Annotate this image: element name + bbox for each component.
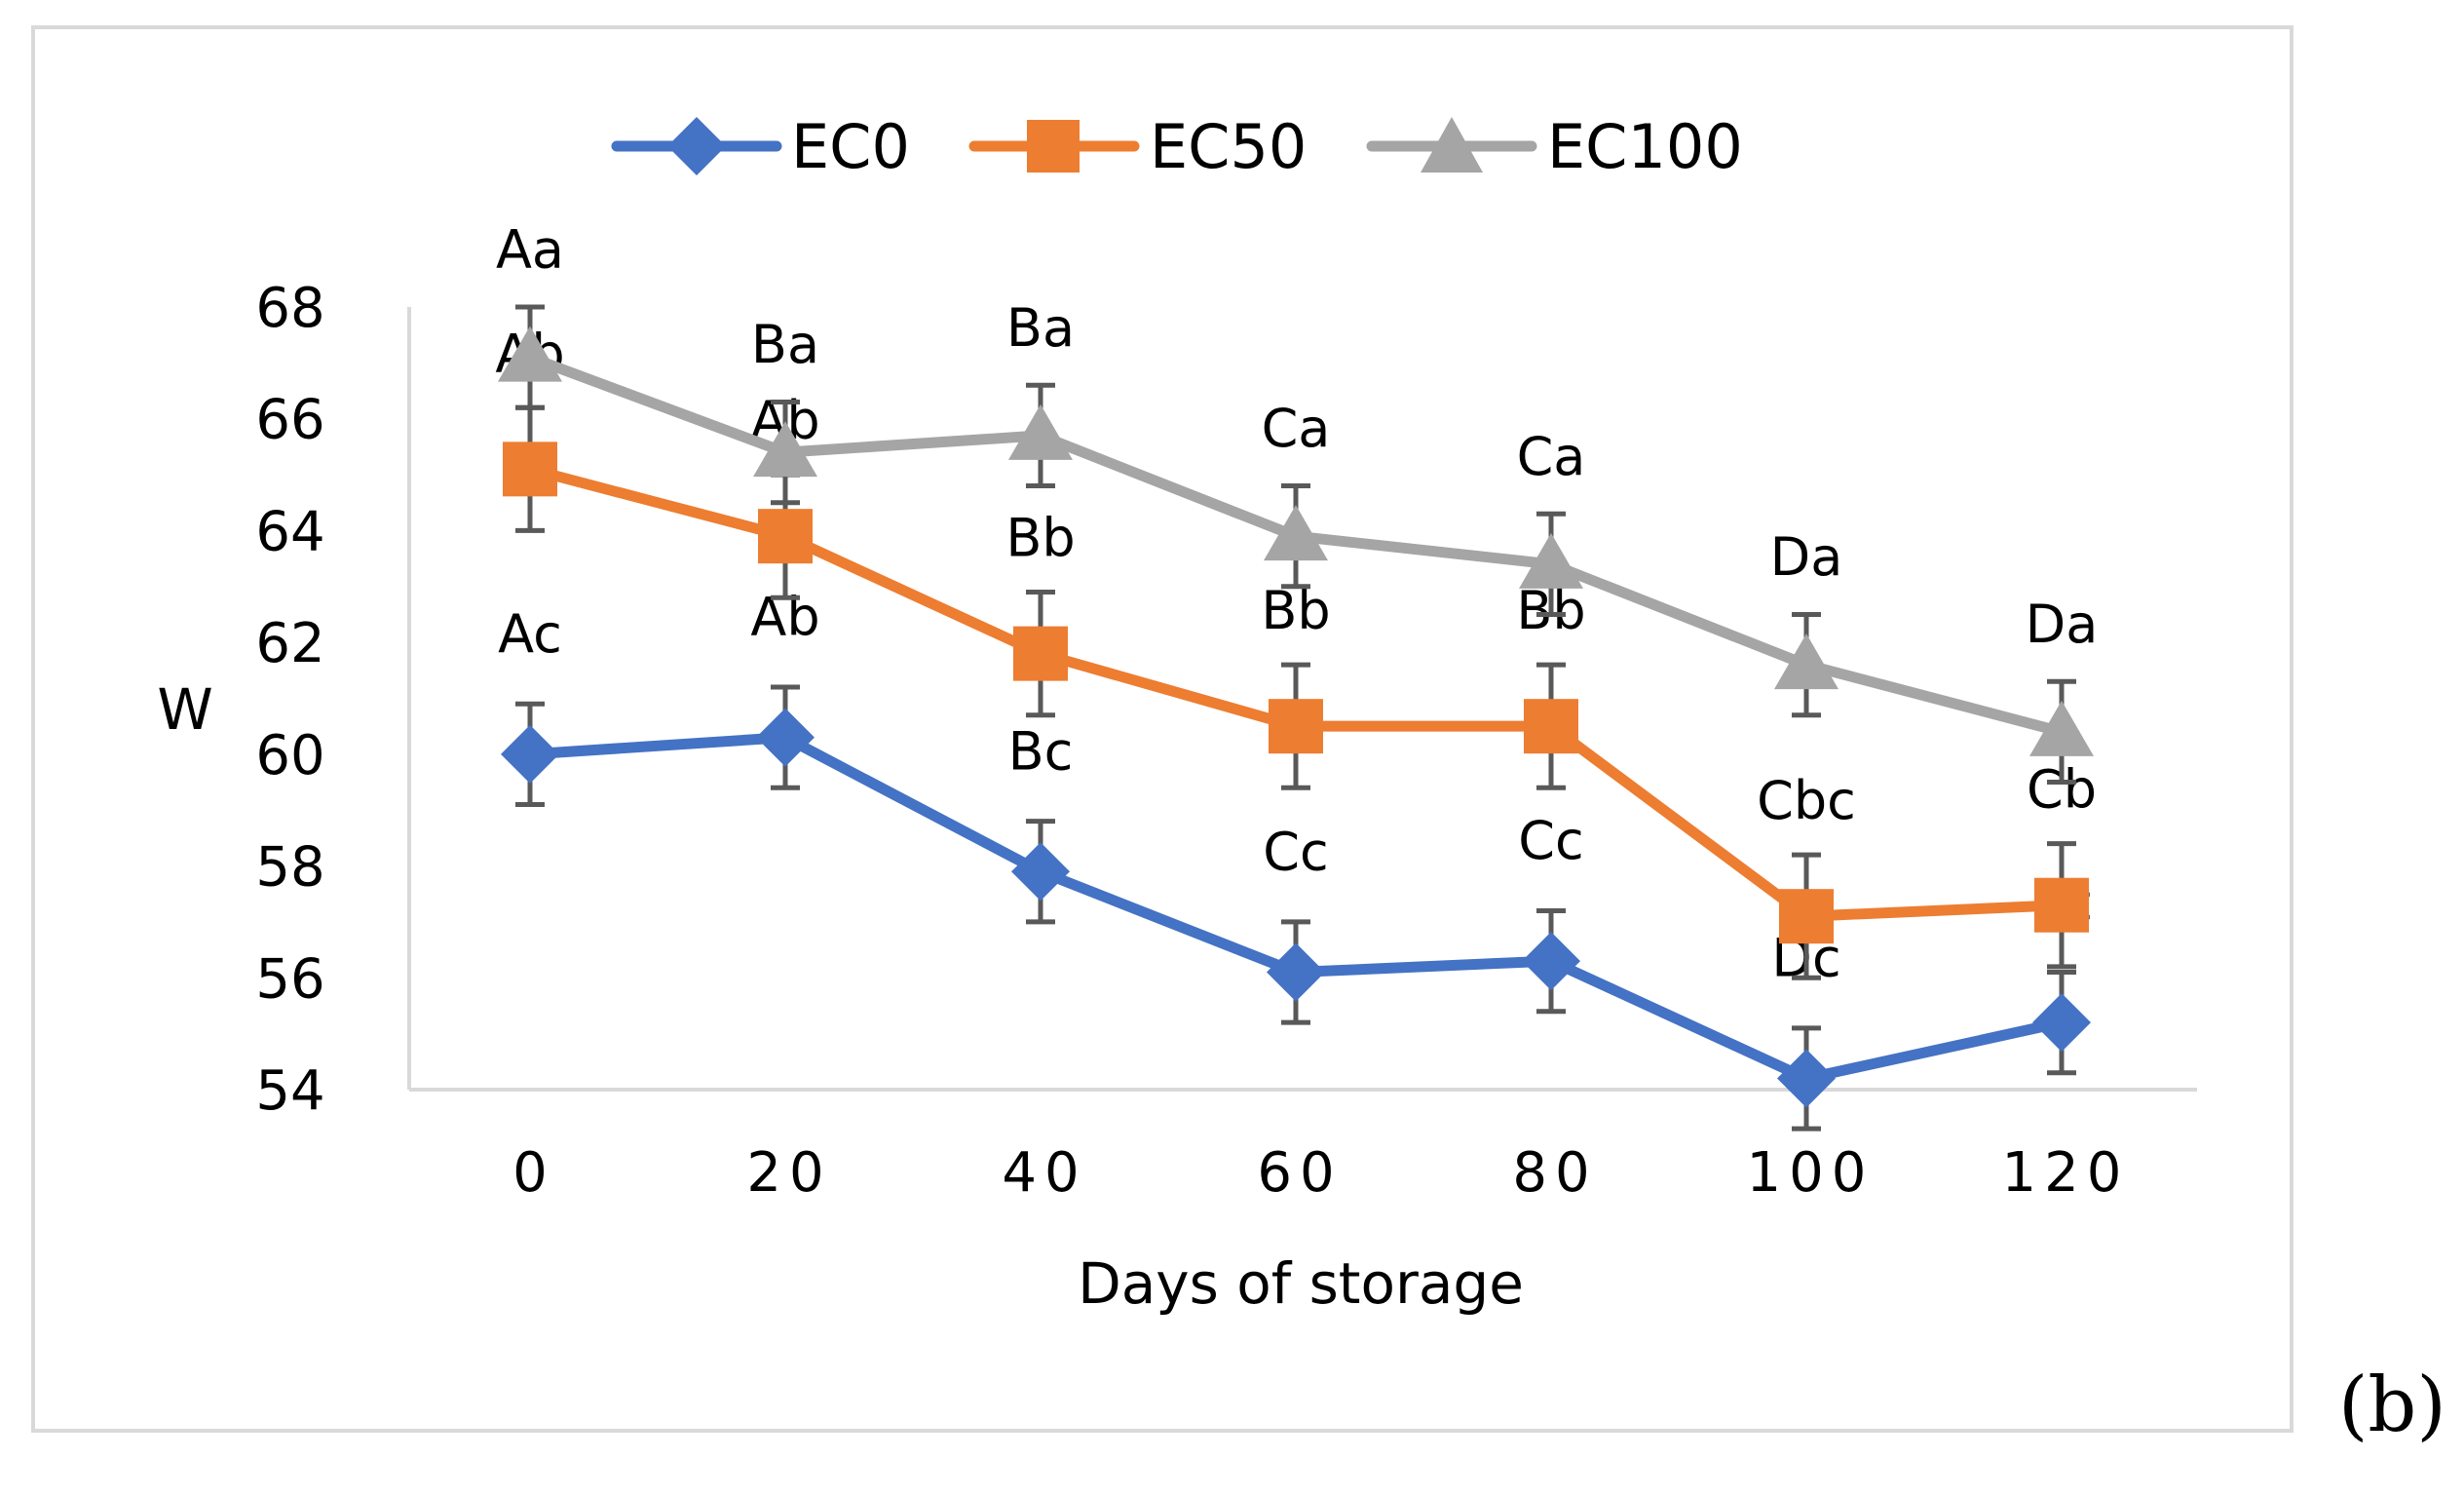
data-point bbox=[2034, 877, 2089, 933]
legend-item-ec0: EC0 bbox=[611, 111, 910, 182]
legend-marker-ec100 bbox=[1421, 117, 1483, 173]
data-point bbox=[1008, 403, 1073, 460]
x-axis-title: Days of storage bbox=[1078, 1250, 1524, 1317]
data-label: Da bbox=[1770, 526, 1843, 588]
legend-item-ec100: EC100 bbox=[1366, 111, 1743, 182]
data-point bbox=[1779, 889, 1834, 944]
series-ec100: Aa Ba Ba Ca Ca Da Da bbox=[496, 219, 2099, 786]
data-point bbox=[2029, 700, 2094, 756]
x-tick-label: 120 bbox=[2002, 1141, 2130, 1205]
y-tick-label: 54 bbox=[255, 1059, 324, 1123]
x-tick-label: 40 bbox=[1002, 1141, 1086, 1205]
data-label: Ba bbox=[751, 314, 819, 375]
data-label: Ca bbox=[1517, 426, 1586, 487]
y-tick-label: 58 bbox=[255, 836, 324, 900]
series-ec0: AcAbBcCcCcDcEc bbox=[498, 587, 2093, 1132]
data-point bbox=[503, 441, 557, 497]
y-tick-label: 56 bbox=[255, 947, 324, 1011]
legend-label-ec50: EC50 bbox=[1150, 111, 1307, 182]
data-label: Bb bbox=[1005, 508, 1075, 569]
legend-label-ec100: EC100 bbox=[1547, 111, 1743, 182]
y-tick-label: 60 bbox=[255, 724, 324, 787]
plot-area: AcAbBcCcCcDcEcAbAbBbBbBbCbcCbAaBaBaCaCaD… bbox=[495, 219, 2099, 1132]
data-label: Bc bbox=[1008, 720, 1074, 782]
data-point bbox=[1011, 842, 1070, 902]
data-label: Da bbox=[2026, 594, 2099, 655]
chart-frame bbox=[31, 25, 2293, 1433]
data-point bbox=[501, 724, 559, 784]
x-tick-label: 0 bbox=[512, 1141, 555, 1205]
data-point bbox=[758, 509, 813, 564]
data-label: Ca bbox=[1262, 398, 1331, 459]
x-tick-label: 100 bbox=[1747, 1141, 1875, 1205]
legend-marker-ec0 bbox=[667, 117, 726, 175]
y-tick-label: 62 bbox=[255, 612, 324, 675]
data-point bbox=[756, 708, 815, 767]
x-tick-label: 80 bbox=[1512, 1141, 1597, 1205]
x-tick-label: 60 bbox=[1257, 1141, 1342, 1205]
data-label: Cc bbox=[1518, 810, 1583, 871]
data-point bbox=[1013, 626, 1068, 681]
y-tick-labels: 54 56 58 60 62 64 66 68 bbox=[255, 277, 324, 1123]
data-label: Ac bbox=[498, 603, 562, 665]
data-point bbox=[1264, 505, 1328, 561]
y-tick-label: 66 bbox=[255, 389, 324, 452]
y-tick-label: 68 bbox=[255, 277, 324, 340]
legend-marker-ec50 bbox=[1027, 120, 1080, 173]
data-label: Aa bbox=[496, 219, 564, 281]
data-label: Bb bbox=[1261, 580, 1330, 641]
data-point bbox=[1267, 942, 1325, 1002]
data-point bbox=[1269, 699, 1323, 754]
data-point bbox=[498, 326, 562, 382]
x-tick-labels: 0 20 40 60 80 100 120 bbox=[512, 1141, 2130, 1205]
y-axis-title: W bbox=[157, 676, 212, 743]
series-ec50: AbAbBbBbBbCbcCb bbox=[495, 323, 2097, 980]
data-point bbox=[1774, 633, 1839, 690]
data-point bbox=[1519, 532, 1583, 589]
data-point bbox=[1524, 699, 1578, 754]
legend-item-ec50: EC50 bbox=[968, 111, 1307, 182]
data-label: Cbc bbox=[1757, 770, 1856, 831]
panel-label: (b) bbox=[2338, 1362, 2446, 1449]
data-point bbox=[2032, 993, 2091, 1053]
data-point bbox=[753, 421, 817, 478]
data-label: Ba bbox=[1006, 297, 1075, 359]
legend: EC0 EC50 EC100 bbox=[611, 111, 1743, 182]
data-point bbox=[1777, 1049, 1836, 1108]
y-tick-label: 64 bbox=[255, 500, 324, 563]
data-label: Cc bbox=[1263, 822, 1328, 883]
x-tick-label: 20 bbox=[746, 1141, 831, 1205]
data-point bbox=[1522, 932, 1580, 991]
legend-label-ec0: EC0 bbox=[791, 111, 910, 182]
